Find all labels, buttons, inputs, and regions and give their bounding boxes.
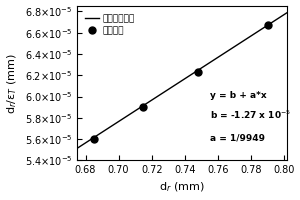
线性拟合结果 (275, 18, 279, 20)
线性拟合结果 (115, 122, 118, 124)
线性拟合结果 (75, 147, 79, 149)
Y-axis label: d$_r$/ε$_T$ (mm): d$_r$/ε$_T$ (mm) (6, 53, 19, 114)
Line: 线性拟合结果: 线性拟合结果 (77, 12, 287, 148)
Line: 测试数据: 测试数据 (90, 22, 271, 143)
线性拟合结果 (268, 23, 271, 25)
线性拟合结果 (131, 111, 135, 113)
线性拟合结果 (286, 11, 289, 14)
测试数据 (196, 71, 200, 73)
线性拟合结果 (84, 142, 88, 144)
测试数据 (266, 24, 269, 26)
测试数据 (142, 106, 145, 108)
Text: b = -1.27 x 10$^{-5}$: b = -1.27 x 10$^{-5}$ (210, 109, 291, 121)
线性拟合结果 (88, 139, 92, 141)
X-axis label: d$_r$ (mm): d$_r$ (mm) (160, 181, 205, 194)
Text: y = b + a*x: y = b + a*x (210, 91, 266, 100)
测试数据 (92, 138, 96, 140)
Text: a = 1/9949: a = 1/9949 (210, 133, 265, 142)
Legend: 线性拟合结果, 测试数据: 线性拟合结果, 测试数据 (82, 11, 138, 39)
